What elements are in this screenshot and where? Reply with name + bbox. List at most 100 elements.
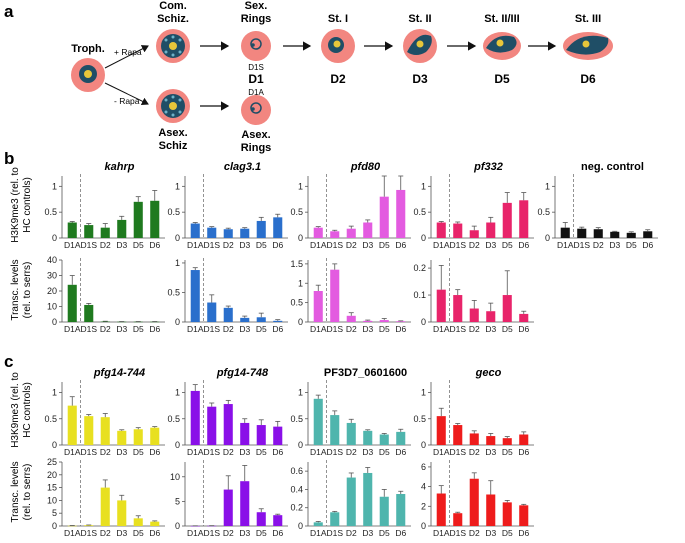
x-tick-label: D6 bbox=[518, 240, 529, 250]
bar-d6 bbox=[150, 321, 160, 323]
stage-1-title: St. I bbox=[328, 13, 348, 25]
x-tick-label: D1S bbox=[326, 240, 343, 250]
bar-d5 bbox=[502, 438, 512, 445]
y-tick-label: 2 bbox=[421, 501, 426, 511]
x-tick-label: D3 bbox=[485, 447, 496, 457]
stage-2-3-cell-icon bbox=[483, 32, 521, 60]
y-tick-label: 0 bbox=[52, 317, 57, 327]
x-tick-label: D6 bbox=[642, 240, 653, 250]
panel-b-ylabel-bottom: Transc. levels (rel. to serrs) bbox=[10, 259, 33, 320]
panel-b-ylabel-bottom-1: Transc. levels bbox=[10, 259, 21, 320]
bar-d2 bbox=[593, 229, 603, 238]
bar-d1s bbox=[577, 228, 587, 238]
panel-b-label: b bbox=[4, 149, 14, 168]
bar-d5 bbox=[502, 202, 512, 238]
x-tick-label: D2 bbox=[223, 447, 234, 457]
x-tick-label: D6 bbox=[272, 324, 283, 334]
bar-d2 bbox=[346, 228, 356, 238]
bar-d6 bbox=[396, 431, 406, 445]
bar-d5 bbox=[256, 317, 266, 322]
bar-d3 bbox=[117, 430, 127, 445]
bar-d1s bbox=[330, 512, 340, 526]
bar-d2 bbox=[469, 230, 479, 238]
y-tick-label: 0.5 bbox=[167, 207, 180, 217]
bar-d1a bbox=[67, 525, 77, 527]
x-tick-label: D2 bbox=[593, 240, 604, 250]
x-tick-label: D3 bbox=[116, 447, 127, 457]
bar-d6 bbox=[273, 320, 283, 322]
bar-d1a bbox=[436, 289, 446, 322]
bar-d3 bbox=[363, 472, 373, 526]
chart-title: geco bbox=[475, 367, 502, 379]
plus-rapa-arrow bbox=[104, 45, 149, 69]
bar-d3 bbox=[363, 222, 373, 238]
bar-d6 bbox=[273, 426, 283, 445]
x-tick-label: D1S bbox=[449, 528, 466, 538]
stage-4-title: St. III bbox=[575, 13, 601, 25]
x-tick-label: D2 bbox=[223, 240, 234, 250]
bar-d1s bbox=[330, 269, 340, 322]
y-tick-label: 1 bbox=[52, 388, 57, 398]
x-tick-label: D1A bbox=[433, 240, 450, 250]
bar-d2 bbox=[469, 433, 479, 445]
y-tick-label: 0.2 bbox=[290, 503, 303, 513]
chart-c-geco-transcript: 0 2 4 6 D1A D1S D2 D3 D5 D6 bbox=[421, 460, 534, 538]
y-tick-label: 0.5 bbox=[413, 207, 426, 217]
stage-3-cell-icon bbox=[563, 32, 613, 60]
x-tick-label: D1A bbox=[310, 240, 327, 250]
bar-d1a bbox=[313, 291, 323, 322]
bar-d5 bbox=[133, 518, 143, 526]
bar-d1s bbox=[84, 225, 94, 238]
x-tick-label: D5 bbox=[502, 447, 513, 457]
y-tick-label: 0.5 bbox=[413, 414, 426, 424]
x-tick-label: D1S bbox=[573, 240, 590, 250]
y-tick-label: 0.5 bbox=[167, 414, 180, 424]
chart-title: neg. control bbox=[581, 161, 644, 173]
x-tick-label: D1S bbox=[80, 528, 97, 538]
bar-d1s bbox=[207, 406, 217, 445]
x-tick-label: D1A bbox=[64, 324, 81, 334]
x-tick-label: D1A bbox=[64, 447, 81, 457]
x-tick-label: D1A bbox=[64, 528, 81, 538]
bar-d2 bbox=[223, 229, 233, 238]
x-tick-label: D1A bbox=[187, 324, 204, 334]
bar-d6 bbox=[396, 494, 406, 526]
committed-schizont-icon bbox=[156, 29, 190, 63]
x-tick-label: D5 bbox=[133, 240, 144, 250]
chart-c-pf3d7-0601600-transcript: 0 0.2 0.4 0.6 D1A D1S D2 D3 D5 D6 bbox=[290, 460, 411, 538]
x-tick-label: D2 bbox=[100, 528, 111, 538]
y-tick-label: 0 bbox=[175, 233, 180, 243]
bar-d2 bbox=[100, 321, 110, 323]
chart-c-pf3d7-0601600-h3k9me3: PF3D7_0601600 0 0.5 1 D1A D1S D2 D3 D5 D6 bbox=[290, 367, 411, 457]
y-tick-label: 0 bbox=[52, 440, 57, 450]
stage-2-title: St. II bbox=[408, 13, 431, 25]
com-schiz-label-1: Com. bbox=[159, 0, 187, 12]
chart-title: clag3.1 bbox=[224, 161, 261, 173]
bar-d3 bbox=[363, 320, 373, 322]
bar-d2 bbox=[223, 307, 233, 322]
chart-c-geco-h3k9me3: geco 0 0.5 1 D1A D1S D2 D3 D5 D6 bbox=[413, 367, 534, 457]
y-tick-label: 1 bbox=[421, 181, 426, 191]
bar-d1s bbox=[453, 513, 463, 526]
bar-d1a bbox=[67, 405, 77, 445]
x-tick-label: D1S bbox=[326, 528, 343, 538]
y-tick-label: 0 bbox=[298, 317, 303, 327]
bar-d6 bbox=[150, 427, 160, 445]
y-tick-label: 0 bbox=[175, 317, 180, 327]
bar-d2 bbox=[346, 315, 356, 322]
x-tick-label: D5 bbox=[133, 324, 144, 334]
y-tick-label: 0 bbox=[52, 233, 57, 243]
y-tick-label: 4 bbox=[421, 482, 426, 492]
x-tick-label: D6 bbox=[149, 240, 160, 250]
bar-d3 bbox=[240, 422, 250, 445]
y-tick-label: 40 bbox=[47, 255, 57, 265]
x-tick-label: D1A bbox=[310, 447, 327, 457]
x-tick-label: D5 bbox=[256, 528, 267, 538]
panel-a: a Troph. + Rapa - Rapa Com. Schiz. bbox=[4, 0, 613, 154]
x-tick-label: D1A bbox=[433, 447, 450, 457]
bar-d3 bbox=[486, 311, 496, 322]
minus-rapa-label: - Rapa bbox=[114, 96, 140, 106]
asex-schiz-label-1: Asex. bbox=[158, 127, 187, 139]
y-tick-label: 0.1 bbox=[413, 290, 426, 300]
stage-1-cell-icon bbox=[321, 29, 355, 63]
